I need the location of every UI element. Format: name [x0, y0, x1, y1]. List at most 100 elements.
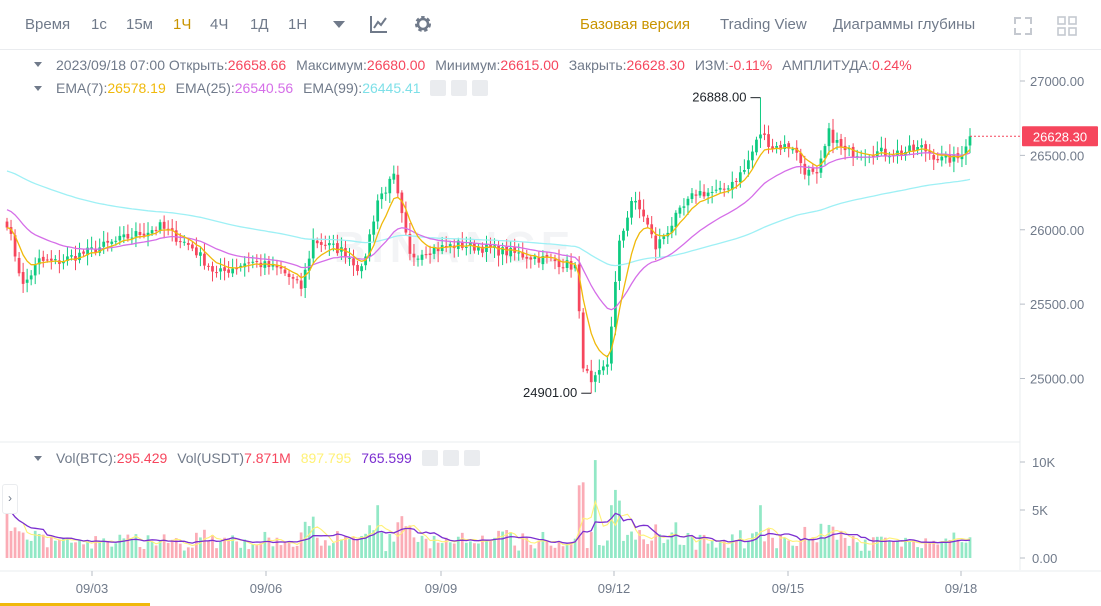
volume-bar: [513, 545, 517, 558]
ema-close-icon[interactable]: [472, 80, 489, 96]
interval-1w[interactable]: 1Н: [288, 16, 308, 33]
interval-1s[interactable]: 1с: [91, 16, 107, 33]
ohlc-collapse-icon[interactable]: [34, 62, 42, 67]
volume-bar: [428, 548, 432, 558]
layout-grid-icon[interactable]: [1057, 16, 1077, 36]
indicator-icon[interactable]: [369, 14, 389, 34]
candle-body: [291, 277, 295, 279]
volume-bar: [509, 532, 513, 558]
volume-bar: [287, 542, 291, 558]
amplitude-label: АМПЛИТУДА:: [782, 57, 872, 73]
volume-bar: [529, 544, 533, 558]
volume-bar: [819, 523, 823, 558]
candle-body: [130, 237, 134, 239]
view-basic[interactable]: Базовая версия: [580, 16, 690, 33]
candle-body: [327, 243, 331, 246]
chart-scroll-left-chevron-icon[interactable]: ›: [2, 484, 18, 514]
candle-body: [759, 134, 762, 139]
candlestick-chart[interactable]: 27000.00 26500.00 26000.00 25500.00 25000.00…: [0, 50, 1101, 603]
volume-bar: [718, 542, 722, 558]
volume-bar: [896, 540, 899, 558]
ema7-label: EMA(7):: [56, 80, 108, 96]
volume-bar: [634, 539, 637, 558]
volume-bar: [690, 537, 694, 558]
volume-bar: [803, 526, 807, 558]
candle-body: [408, 233, 412, 254]
candle-body: [601, 366, 605, 371]
candle-body: [497, 245, 500, 256]
volume-bar: [255, 544, 259, 558]
volume-bar: [900, 546, 903, 558]
ema-settings-icon[interactable]: [451, 80, 468, 96]
vol-close-icon[interactable]: [463, 450, 480, 466]
volume-bar: [835, 539, 839, 558]
volume-bar: [332, 543, 335, 558]
candle-body: [199, 252, 202, 256]
volume-bar: [706, 543, 710, 558]
candle-body: [888, 156, 891, 158]
volume-bar: [424, 538, 428, 558]
ohlc-date: 2023/09/18 07:00: [56, 57, 165, 73]
vol-collapse-icon[interactable]: [34, 456, 42, 461]
interval-1h[interactable]: 1Ч: [173, 16, 192, 33]
volume-bar: [448, 542, 452, 558]
open-value: 26658.66: [227, 57, 287, 73]
ema99-value: 26445.41: [362, 80, 421, 96]
view-tradingview[interactable]: Trading View: [720, 16, 807, 33]
volume-bar: [626, 534, 629, 558]
ema-collapse-icon[interactable]: [34, 86, 42, 91]
candle-body: [384, 192, 388, 194]
time-label[interactable]: Время: [25, 16, 71, 33]
view-depth[interactable]: Диаграммы глубины: [833, 16, 976, 33]
candle-body: [610, 326, 613, 364]
candle-body: [49, 258, 53, 261]
volume-bar: [186, 547, 190, 558]
volume-bar: [763, 541, 766, 558]
candle-body: [396, 174, 400, 194]
fullscreen-icon[interactable]: [1013, 16, 1033, 36]
ema-visibility-eye-icon[interactable]: [430, 80, 447, 96]
candle-body: [581, 312, 585, 369]
ema7-value: 26578.19: [107, 80, 166, 96]
volume-bar: [348, 539, 351, 558]
volume-bar: [549, 545, 553, 558]
volume-bar: [456, 536, 460, 558]
close-value: 26628.30: [626, 57, 685, 73]
scroll-progress-bar: [0, 603, 150, 606]
volume-bar: [319, 545, 323, 558]
volume-bar: [593, 460, 597, 558]
volume-bar: [311, 516, 315, 558]
volume-bar: [404, 526, 408, 558]
vol-visibility-eye-icon[interactable]: [421, 450, 438, 466]
volume-bar: [505, 530, 508, 558]
time-tick-label: 09/12: [598, 581, 631, 596]
volume-bar: [755, 531, 758, 558]
more-intervals-chevron-icon[interactable]: [333, 21, 345, 29]
candle-body: [634, 200, 637, 203]
candle-body: [646, 217, 650, 225]
candle-body: [392, 173, 396, 180]
volume-bar: [666, 539, 670, 558]
volume-bar: [751, 533, 754, 558]
candle-body: [622, 230, 625, 241]
volume-bar: [307, 526, 311, 558]
volume-bar: [170, 539, 174, 558]
volume-bar: [203, 529, 206, 558]
interval-4h[interactable]: 4Ч: [210, 16, 229, 33]
vol-settings-icon[interactable]: [442, 450, 459, 466]
candle-body: [614, 281, 617, 328]
candle-body: [311, 239, 315, 259]
volume-bar: [815, 542, 819, 558]
interval-15m[interactable]: 15м: [126, 16, 153, 33]
candle-body: [315, 240, 319, 244]
settings-gear-icon[interactable]: [413, 14, 433, 34]
candle-body: [722, 188, 726, 190]
volume-bar: [138, 547, 142, 558]
interval-1d[interactable]: 1Д: [250, 16, 269, 33]
volume-bar: [908, 541, 911, 558]
candle-body: [718, 187, 722, 190]
volume-bar: [698, 534, 702, 558]
volume-bar: [154, 545, 158, 558]
candle-body: [517, 252, 521, 254]
candle-body: [41, 256, 45, 261]
